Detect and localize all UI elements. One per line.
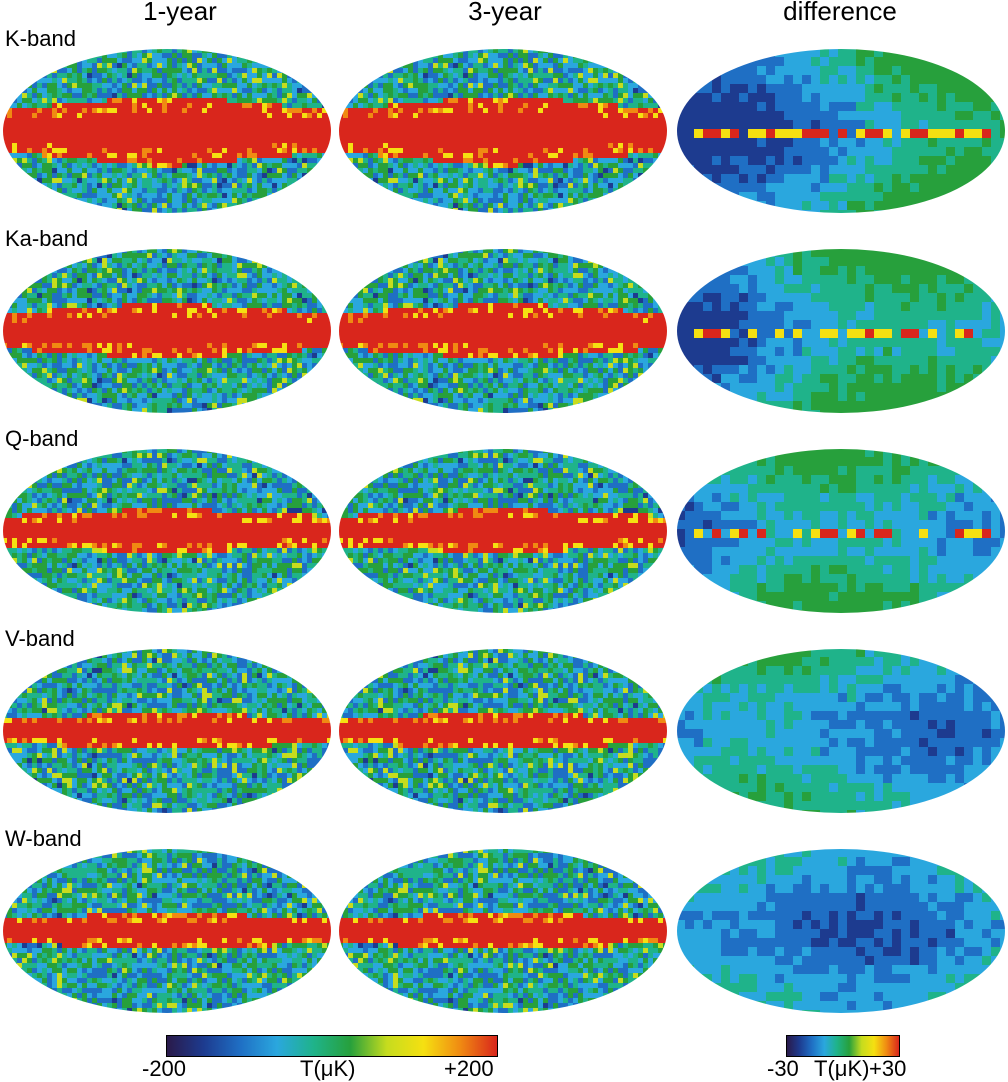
sky-map-v-band-3-year: [338, 648, 668, 814]
colorbar-main-min: -200: [142, 1056, 186, 1082]
band-label-v: V-band: [5, 626, 75, 652]
colorbar-main-max: +200: [444, 1056, 494, 1082]
band-label-ka: Ka-band: [5, 226, 88, 252]
sky-map-w-band-1-year: [2, 848, 332, 1014]
sky-map-ka-band-1-year: [2, 248, 332, 414]
column-header-difference: difference: [675, 0, 1005, 27]
column-header-1-year: 1-year: [15, 0, 345, 27]
colorbar-diff-min: -30: [767, 1056, 799, 1082]
sky-map-q-band-1-year: [2, 448, 332, 614]
sky-map-k-band-1-year: [2, 48, 332, 214]
sky-map-k-band-difference: [676, 48, 1006, 214]
sky-map-ka-band-difference: [676, 248, 1006, 414]
sky-map-q-band-difference: [676, 448, 1006, 614]
sky-map-v-band-difference: [676, 648, 1006, 814]
sky-map-w-band-3-year: [338, 848, 668, 1014]
colorbar-main: [166, 1035, 498, 1057]
colorbar-main-unit: T(μK): [300, 1056, 355, 1082]
sky-map-v-band-1-year: [2, 648, 332, 814]
colorbar-diff: [786, 1035, 900, 1057]
band-label-k: K-band: [5, 26, 76, 52]
sky-map-k-band-3-year: [338, 48, 668, 214]
colorbar-diff-max: +30: [869, 1056, 906, 1082]
sky-map-w-band-difference: [676, 848, 1006, 1014]
colorbar-diff-unit: T(μK): [814, 1056, 869, 1082]
sky-map-q-band-3-year: [338, 448, 668, 614]
sky-map-ka-band-3-year: [338, 248, 668, 414]
column-header-3-year: 3-year: [340, 0, 670, 27]
band-label-q: Q-band: [5, 426, 78, 452]
band-label-w: W-band: [5, 826, 82, 852]
